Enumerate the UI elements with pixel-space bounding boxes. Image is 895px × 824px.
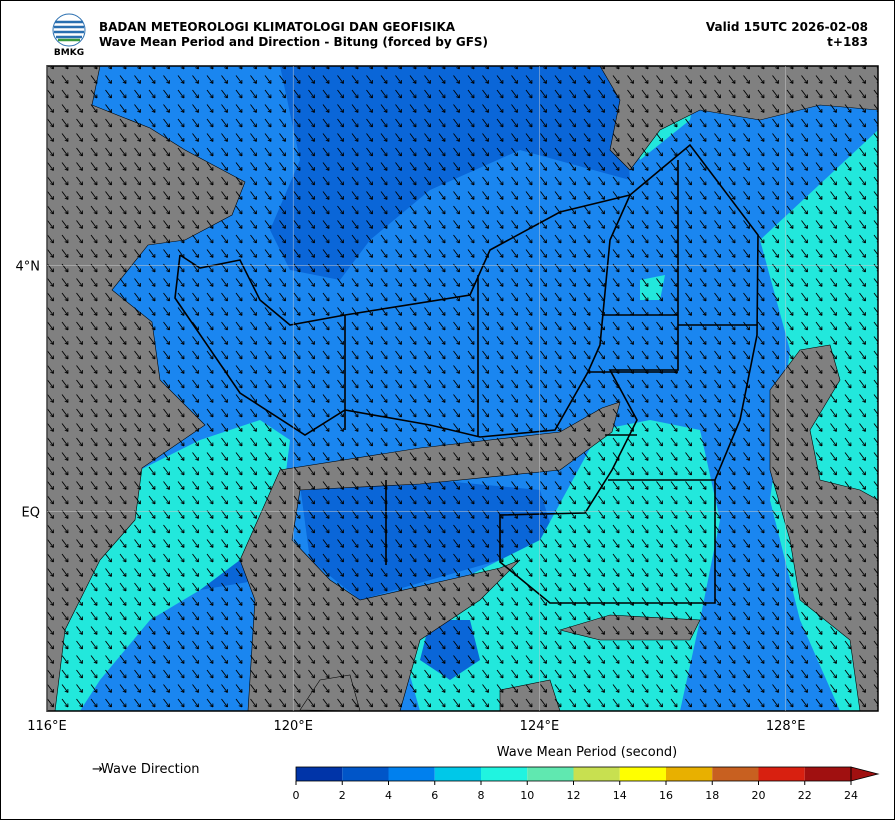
legend-label: Wave Direction (101, 762, 200, 777)
colorbar-segment (296, 767, 343, 781)
colorbar-segment (434, 767, 481, 781)
colorbar-tick-label: 12 (567, 789, 581, 802)
legend-arrow: → (92, 762, 103, 777)
x-tick-label: 128°E (766, 719, 806, 734)
colorbar-tick-label: 22 (798, 789, 812, 802)
colorbar-tick-label: 16 (659, 789, 673, 802)
header-org: BADAN METEOROLOGI KLIMATOLOGI DAN GEOFIS… (99, 20, 456, 34)
x-tick-label: 116°E (27, 719, 67, 734)
colorbar-segment (388, 767, 435, 781)
header-subtitle: Wave Mean Period and Direction - Bitung … (99, 35, 488, 49)
axes: 116°E 120°E 124°E 128°E 4°N EQ (16, 66, 878, 734)
colorbar-tick-label: 20 (752, 789, 766, 802)
colorbar-tick-label: 4 (385, 789, 392, 802)
colorbar-segment (712, 767, 759, 781)
colorbar-segment (527, 767, 574, 781)
colorbar-segment (619, 767, 666, 781)
colorbar-segment (666, 767, 713, 781)
y-tick-label: EQ (22, 505, 40, 520)
area-boundaries (174, 143, 759, 604)
x-tick-label: 120°E (273, 719, 313, 734)
colorbar-title: Wave Mean Period (second) (497, 745, 678, 760)
colorbar-segment (804, 767, 851, 781)
header-valid: Valid 15UTC 2026-02-08 (706, 20, 868, 34)
x-tick-label: 124°E (520, 719, 560, 734)
logo-text: BMKG (54, 48, 84, 58)
colorbar-tick-label: 6 (431, 789, 438, 802)
colorbar-segment (573, 767, 620, 781)
colorbar-tick-label: 14 (613, 789, 627, 802)
colorbar-segment (481, 767, 528, 781)
colorbar: 0 2 4 6 8 10 12 14 16 18 20 22 24 (293, 766, 880, 802)
colorbar-tick-label: 2 (339, 789, 346, 802)
colorbar-tick-label: 24 (844, 789, 858, 802)
colorbar-segment (342, 767, 389, 781)
colorbar-tick-label: 10 (520, 789, 534, 802)
colorbar-tick-label: 18 (705, 789, 719, 802)
colorbar-tick-label: 0 (293, 789, 300, 802)
y-tick-label: 4°N (16, 260, 41, 275)
wave-arrows (47, 66, 878, 711)
colorbar-tick-label: 8 (478, 789, 485, 802)
logo: BMKG (52, 13, 86, 58)
header-lead: t+183 (827, 35, 868, 49)
map (47, 66, 878, 711)
colorbar-segment (758, 767, 805, 781)
